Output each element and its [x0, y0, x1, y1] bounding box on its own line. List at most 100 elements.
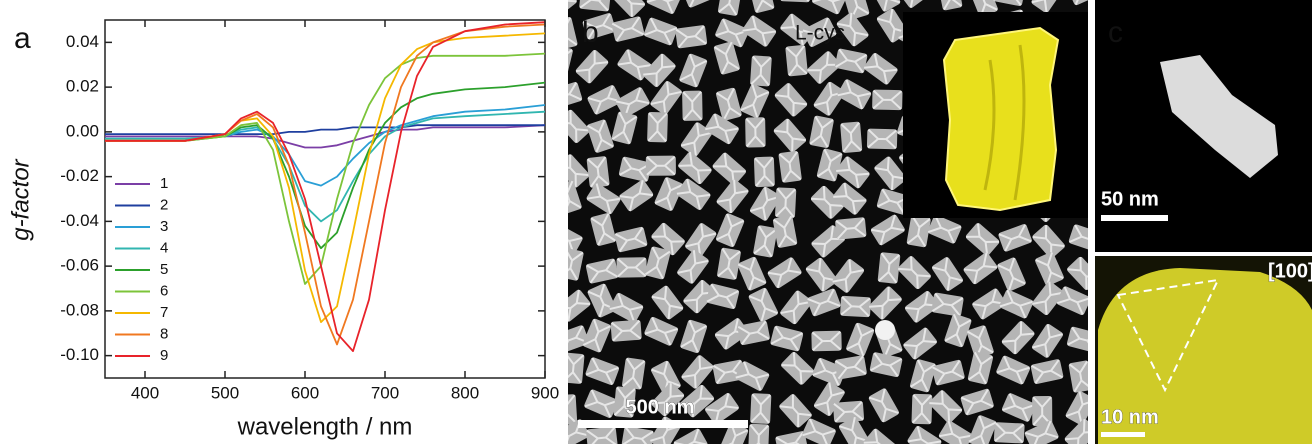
particle-ridge: [676, 178, 711, 210]
particle: [706, 283, 740, 310]
particle: [651, 285, 684, 320]
particle: [968, 415, 997, 444]
series-line: [105, 23, 545, 346]
particle: [609, 292, 644, 323]
particle-ridge: [813, 382, 845, 416]
particle: [611, 16, 645, 42]
particle: [646, 0, 681, 14]
particle: [611, 111, 638, 145]
particle: [715, 18, 749, 48]
particle: [616, 257, 647, 278]
inset-particle: [942, 26, 1060, 212]
particle: [717, 0, 742, 16]
particle-ridge: [1067, 326, 1088, 353]
particle: [568, 352, 585, 384]
particle: [775, 187, 797, 219]
particle: [1068, 360, 1088, 393]
particle: [944, 313, 972, 348]
particle-ridge: [568, 82, 583, 109]
scale-bar: [1101, 432, 1145, 437]
particle-ridge: [931, 292, 964, 317]
particle-ridge: [781, 352, 815, 385]
particle-ridge: [748, 0, 775, 13]
particle: [748, 287, 779, 322]
particle-body: [863, 428, 897, 444]
particle: [568, 154, 590, 188]
particle-ridge: [680, 385, 714, 418]
particle-ridge: [568, 45, 573, 78]
particle: [999, 289, 1034, 319]
particle: [1067, 256, 1088, 290]
particle-body: [899, 0, 934, 8]
particle: [898, 256, 931, 290]
particle: [568, 82, 583, 109]
particle: [927, 215, 962, 244]
particle: [903, 327, 937, 360]
particle-ridge: [681, 355, 714, 389]
particle-ridge: [770, 325, 804, 352]
particle-ridge: [863, 428, 897, 444]
particle: [585, 258, 619, 284]
particle-ridge: [992, 0, 1025, 6]
particle-ridge: [647, 112, 668, 143]
x-axis-label: wavelength / nm: [237, 413, 413, 440]
particle: [998, 224, 1032, 252]
particle-ridge: [1068, 224, 1088, 252]
particle-ridge: [568, 180, 582, 214]
particle: [837, 79, 872, 110]
particle: [645, 155, 676, 176]
particle-ridge: [611, 16, 645, 42]
particle-ridge: [737, 320, 770, 346]
particle-body: [812, 0, 846, 15]
particle: [965, 223, 1000, 256]
particle-ridge: [621, 426, 654, 444]
particle: [613, 386, 636, 418]
particle-ridge: [735, 361, 770, 391]
particle-ridge: [779, 394, 812, 428]
particle-ridge: [903, 327, 937, 360]
particle-ridge: [750, 55, 772, 87]
particle-ridge: [568, 154, 590, 188]
legend-label: 6: [160, 282, 168, 299]
particle: [910, 359, 936, 393]
x-tick-label: 800: [451, 383, 479, 402]
particle-ridge: [996, 355, 1030, 385]
particle: [911, 393, 933, 425]
particle-ridge: [646, 0, 681, 14]
particle-image: [1160, 55, 1278, 178]
particle-ridge: [927, 215, 962, 244]
scale-bar: [578, 420, 748, 428]
particle-ridge: [575, 50, 609, 84]
particle: [735, 361, 770, 391]
particle-ridge: [937, 0, 963, 11]
particle-ridge: [816, 148, 843, 182]
particle-ridge: [678, 151, 712, 184]
particle-ridge: [610, 320, 642, 342]
particle: [740, 84, 770, 118]
particle: [1056, 286, 1088, 316]
particle-ridge: [963, 252, 998, 285]
particle: [993, 422, 1025, 444]
particle-ridge: [785, 45, 808, 77]
particle: [929, 390, 963, 424]
particle-ridge: [869, 286, 902, 320]
particle-body: [646, 0, 681, 14]
direction-label: [100]: [1268, 260, 1312, 282]
particle: [963, 252, 998, 285]
y-tick-label: -0.06: [60, 256, 99, 275]
particle-ridge: [834, 355, 867, 380]
particle: [813, 382, 845, 416]
particle-ridge: [590, 213, 617, 246]
series-line: [105, 110, 545, 223]
particle-ridge: [568, 352, 585, 384]
particle-ridge: [811, 330, 842, 352]
particle: [772, 215, 798, 248]
particle-ridge: [1067, 256, 1088, 290]
particle: [807, 51, 841, 84]
panel-label: c: [1108, 16, 1123, 49]
particle: [614, 226, 648, 253]
particle: [866, 128, 898, 150]
particle: [568, 394, 578, 426]
particle: [643, 53, 676, 87]
particle-ridge: [774, 83, 808, 117]
